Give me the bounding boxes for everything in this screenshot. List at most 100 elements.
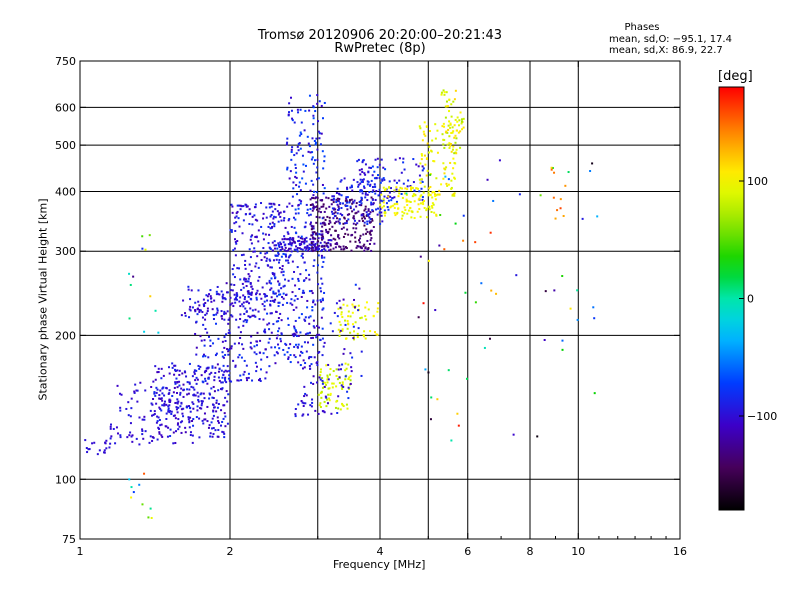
echo-point <box>211 365 214 368</box>
echo-point <box>209 344 212 347</box>
echo-point <box>311 234 314 237</box>
echo-point <box>271 241 274 244</box>
echo-point <box>319 402 322 405</box>
echo-point <box>301 291 304 294</box>
echo-point <box>352 325 355 328</box>
echo-point <box>342 352 345 355</box>
echo-point <box>256 289 259 292</box>
echo-point <box>342 385 345 388</box>
echo-point <box>346 208 349 211</box>
echo-point <box>216 416 219 419</box>
echo-point <box>458 124 461 127</box>
echo-point <box>210 387 213 390</box>
echo-point <box>141 503 144 506</box>
echo-point <box>242 373 245 376</box>
echo-point <box>144 430 147 433</box>
echo-point <box>199 407 202 410</box>
echo-point <box>393 203 396 206</box>
echo-point <box>311 231 314 234</box>
echo-point <box>387 208 390 211</box>
echo-point <box>422 203 425 206</box>
echo-point <box>190 385 193 388</box>
echo-point <box>556 209 559 212</box>
echo-point <box>286 238 289 241</box>
echo-point <box>345 367 348 370</box>
echo-point <box>283 238 286 241</box>
echo-point <box>250 293 253 296</box>
echo-point <box>282 270 285 273</box>
echo-point <box>199 309 202 312</box>
echo-point <box>344 369 347 372</box>
echo-point <box>321 308 324 311</box>
echo-point <box>128 272 131 275</box>
echo-point <box>270 205 273 208</box>
echo-point <box>254 315 257 318</box>
echo-point <box>151 403 154 406</box>
echo-point <box>152 397 155 400</box>
echo-point <box>314 143 317 146</box>
echo-point <box>238 300 241 303</box>
echo-point <box>360 214 363 217</box>
echo-point <box>161 392 164 395</box>
echo-point <box>367 180 370 183</box>
echo-point <box>143 330 146 333</box>
echo-point <box>215 290 218 293</box>
echo-point <box>196 405 199 408</box>
echo-point <box>378 188 381 191</box>
echo-point <box>381 220 384 223</box>
echo-point <box>323 291 326 294</box>
echo-point <box>270 296 273 299</box>
echo-point <box>492 199 495 202</box>
echo-point <box>240 356 243 359</box>
echo-point <box>386 206 389 209</box>
echo-point <box>419 181 422 184</box>
echo-point <box>326 242 329 245</box>
echo-point <box>319 287 322 290</box>
echo-point <box>169 435 172 438</box>
echo-point <box>229 289 232 292</box>
echo-point <box>301 256 304 259</box>
echo-point <box>381 178 384 181</box>
echo-point <box>414 194 417 197</box>
echo-point <box>157 416 160 419</box>
echo-point <box>425 209 428 212</box>
echo-point <box>125 407 128 410</box>
echo-point <box>161 387 164 390</box>
echo-point <box>332 247 335 250</box>
echo-point <box>368 184 371 187</box>
echo-point <box>383 178 386 181</box>
echo-point <box>317 393 320 396</box>
echo-point <box>280 332 283 335</box>
echo-point <box>329 239 332 242</box>
echo-point <box>270 287 273 290</box>
echo-point <box>318 244 321 247</box>
echo-point <box>335 302 338 305</box>
echo-point <box>336 412 339 415</box>
echo-point <box>297 235 300 238</box>
echo-point <box>133 391 136 394</box>
echo-point <box>216 285 219 288</box>
echo-point <box>156 420 159 423</box>
echo-point <box>369 166 372 169</box>
echo-point <box>322 345 325 348</box>
echo-point <box>198 304 201 307</box>
echo-point <box>262 247 265 250</box>
echo-point <box>406 188 409 191</box>
echo-point <box>351 189 354 192</box>
echo-point <box>141 235 144 238</box>
echo-point <box>312 325 315 328</box>
echo-point <box>187 392 190 395</box>
echo-point <box>225 333 228 336</box>
echo-point <box>358 287 361 290</box>
echo-point <box>181 412 184 415</box>
echo-point <box>286 351 289 354</box>
echo-point <box>299 108 302 111</box>
echo-point <box>372 189 375 192</box>
echo-point <box>202 355 205 358</box>
echo-point <box>303 385 306 388</box>
echo-point <box>363 243 366 246</box>
echo-point <box>216 406 219 409</box>
echo-point <box>320 132 323 135</box>
echo-point <box>204 313 207 316</box>
echo-point <box>255 340 258 343</box>
